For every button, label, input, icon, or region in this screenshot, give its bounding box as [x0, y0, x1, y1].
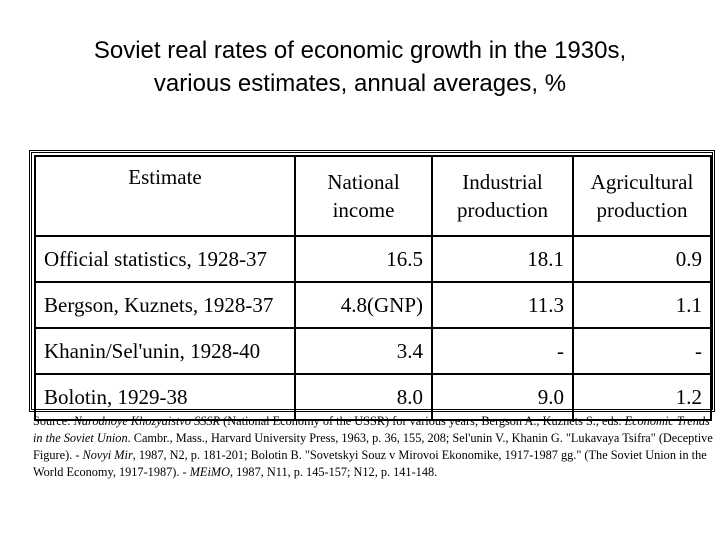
- slide-title: Soviet real rates of economic growth in …: [0, 34, 720, 100]
- cell-agricultural-production: -: [572, 327, 712, 375]
- table-row: Bolotin, 1929-38 8.0 9.0 1.2: [34, 373, 712, 421]
- table-header-row: Estimate National income Industrial prod…: [34, 155, 712, 237]
- cell-agricultural-production: 0.9: [572, 235, 712, 283]
- header-estimate: Estimate: [34, 155, 296, 237]
- source-title: MEiMO: [189, 465, 230, 479]
- table-row: Bergson, Kuznets, 1928-37 4.8(GNP) 11.3 …: [34, 281, 712, 329]
- cell-industrial-production: 18.1: [431, 235, 574, 283]
- header-industrial-production: Industrial production: [431, 155, 574, 237]
- title-line-2: various estimates, annual averages, %: [153, 70, 567, 97]
- table-row: Official statistics, 1928-37 16.5 18.1 0…: [34, 235, 712, 283]
- cell-national-income: 3.4: [294, 327, 433, 375]
- source-text: , 1987, N11, p. 145-157; N12, p. 141-148…: [229, 465, 438, 479]
- cell-national-income: 4.8(GNP): [294, 281, 433, 329]
- growth-estimates-table: Estimate National income Industrial prod…: [34, 155, 712, 421]
- growth-estimates-table-frame: Estimate National income Industrial prod…: [29, 150, 715, 421]
- source-text: , 1987, N2, p. 181-201; Bolotin B. "Sove…: [33, 448, 707, 479]
- cell-agricultural-production: 1.2: [572, 373, 712, 421]
- cell-estimate: Bolotin, 1929-38: [34, 373, 296, 421]
- cell-estimate: Khanin/Sel'unin, 1928-40: [34, 327, 296, 375]
- header-agricultural-production: Agricultural production: [572, 155, 712, 237]
- source-text: Source:: [33, 414, 74, 428]
- cell-agricultural-production: 1.1: [572, 281, 712, 329]
- source-title: Novyi Mir: [82, 448, 133, 462]
- source-note: Source: Narodnoye Khozyaistvo SSSR (Nati…: [33, 413, 717, 481]
- cell-industrial-production: -: [431, 327, 574, 375]
- table-row: Khanin/Sel'unin, 1928-40 3.4 - -: [34, 327, 712, 375]
- source-text: . Cambr., Mass., Harvard University Pres…: [33, 431, 713, 462]
- cell-national-income: 8.0: [294, 373, 433, 421]
- cell-industrial-production: 11.3: [431, 281, 574, 329]
- cell-industrial-production: 9.0: [431, 373, 574, 421]
- source-title: Narodnoye Khozyaistvo SSSR: [73, 414, 221, 428]
- cell-estimate: Bergson, Kuznets, 1928-37: [34, 281, 296, 329]
- cell-national-income: 16.5: [294, 235, 433, 283]
- title-line-1: Soviet real rates of economic growth in …: [93, 37, 627, 64]
- source-title: Economic Trends in the Soviet Union: [33, 414, 710, 445]
- header-national-income: National income: [294, 155, 433, 237]
- cell-estimate: Official statistics, 1928-37: [34, 235, 296, 283]
- source-text: (National Economy of the USSR) for vario…: [220, 414, 625, 428]
